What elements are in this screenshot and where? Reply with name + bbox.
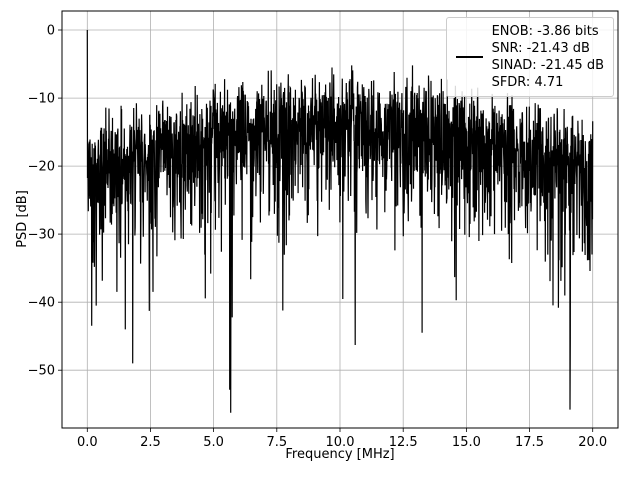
svg-text:0: 0 bbox=[47, 24, 55, 39]
svg-text:0.0: 0.0 bbox=[77, 435, 98, 450]
y-ticks bbox=[58, 29, 62, 371]
x-ticks bbox=[86, 428, 594, 432]
x-axis-label: Frequency [MHz] bbox=[285, 447, 395, 462]
x-tick-labels: 0.0 2.5 5.0 7.5 10.0 12.5 15.0 17.5 20.0 bbox=[77, 435, 607, 450]
svg-text:20.0: 20.0 bbox=[578, 435, 607, 450]
svg-text:17.5: 17.5 bbox=[515, 435, 544, 450]
legend-line-sample bbox=[455, 56, 483, 58]
legend-entries: ENOB: -3.86 bits SNR: -21.43 dB SINAD: -… bbox=[492, 23, 604, 91]
svg-text:−20: −20 bbox=[28, 160, 55, 175]
y-tick-labels: 0 −10 −20 −30 −40 −50 bbox=[28, 24, 55, 379]
psd-series-line bbox=[86, 29, 594, 413]
legend-entry-sfdr: SFDR: 4.71 bbox=[491, 75, 564, 90]
svg-text:15.0: 15.0 bbox=[452, 435, 481, 450]
svg-text:12.5: 12.5 bbox=[389, 435, 418, 450]
svg-text:7.5: 7.5 bbox=[266, 435, 287, 450]
legend-entry-snr: SNR: -21.43 dB bbox=[491, 41, 590, 56]
svg-text:−50: −50 bbox=[28, 364, 55, 379]
svg-text:5.0: 5.0 bbox=[203, 435, 224, 450]
legend-entry-enob: ENOB: -3.86 bits bbox=[491, 24, 599, 39]
svg-text:−10: −10 bbox=[28, 92, 55, 107]
legend: ENOB: -3.86 bits SNR: -21.43 dB SINAD: -… bbox=[445, 17, 614, 97]
y-axis-label: PSD [dB] bbox=[15, 190, 30, 248]
legend-entry-sinad: SINAD: -21.45 dB bbox=[491, 58, 604, 73]
svg-text:−40: −40 bbox=[28, 296, 55, 311]
svg-text:10.0: 10.0 bbox=[326, 435, 355, 450]
svg-text:−30: −30 bbox=[28, 228, 55, 243]
svg-text:2.5: 2.5 bbox=[140, 435, 161, 450]
